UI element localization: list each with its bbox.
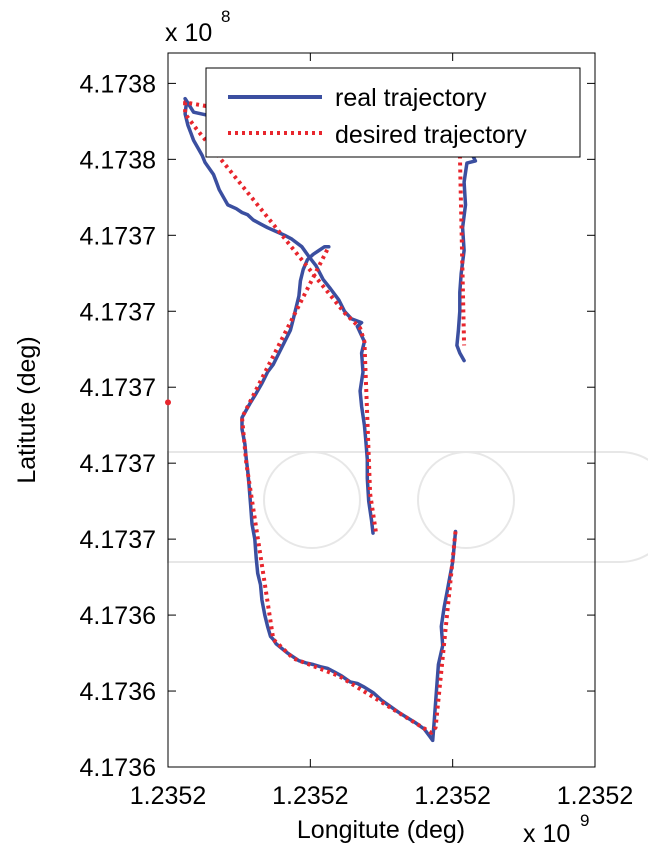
y-multiplier-exponent: 8 [221, 7, 230, 26]
legend-box [205, 67, 581, 158]
series-line-desired [183, 100, 467, 532]
x-multiplier: x 10 9 [523, 811, 589, 848]
x-multiplier-label: x 10 [523, 820, 570, 848]
y-tick-label: 4.1736 [80, 754, 156, 782]
y-tick-label: 4.1737 [80, 298, 156, 326]
x-tick-label: 1.2352 [130, 782, 206, 810]
series-line-real [183, 96, 478, 535]
y-axis-label: Latitute (deg) [13, 336, 41, 483]
edge-marker [165, 399, 171, 406]
x-tick-label: 1.2352 [272, 782, 348, 810]
tick-labels: 1.2352 1.2352 1.2352 1.23524.17364.17364.17… [80, 70, 634, 810]
y-tick-label: 4.1738 [80, 146, 156, 174]
y-tick-label: 4.1738 [80, 70, 156, 98]
y-tick-label: 4.1737 [80, 374, 156, 402]
plot-frame [167, 52, 596, 768]
y-tick-label: 4.1737 [80, 450, 156, 478]
watermark-logo [167, 451, 648, 563]
y-tick-label: 4.1736 [80, 602, 156, 630]
legend: real trajectory desired trajectory [205, 67, 581, 158]
y-multiplier: x 10 8 [165, 7, 230, 47]
x-axis-label: Longitute (deg) [297, 816, 465, 844]
y-tick-label: 4.1736 [80, 678, 156, 706]
axis-ticks [167, 53, 596, 768]
x-tick-label: 1.2352 [557, 782, 633, 810]
y-multiplier-label: x 10 [165, 19, 212, 47]
legend-label-desired: desired trajectory [335, 121, 527, 149]
x-multiplier-exponent: 9 [580, 811, 589, 830]
legend-label-real: real trajectory [335, 84, 487, 112]
series-line-real [240, 244, 458, 743]
series-layer [165, 96, 478, 743]
y-tick-label: 4.1737 [80, 526, 156, 554]
y-tick-label: 4.1737 [80, 222, 156, 250]
series-line-desired [240, 245, 458, 735]
x-tick-label: 1.2352 [414, 782, 490, 810]
